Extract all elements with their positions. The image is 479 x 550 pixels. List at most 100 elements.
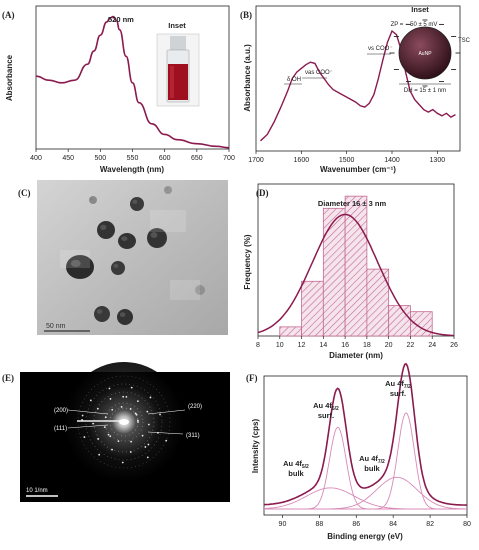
x-a-tick-label: 650 (191, 155, 203, 162)
x-a-tick-label: 500 (94, 155, 106, 162)
diffraction-spot (117, 440, 120, 443)
tem-particle-highlight (165, 187, 169, 190)
diffraction-spot (97, 438, 100, 440)
diffraction-spot (146, 456, 149, 459)
plot-frame-b (255, 5, 461, 152)
diffraction-spot (109, 398, 112, 400)
vial-reflection (170, 66, 174, 98)
diffraction-spot (130, 386, 133, 389)
x-b-tick-label: 1600 (294, 157, 310, 164)
xps-peak-sublabel: bulk (288, 469, 304, 478)
tem-particle (97, 221, 115, 239)
histogram-bar (322, 207, 346, 337)
ring-pointer-111 (67, 424, 109, 429)
panel-d: (D) 8 10 12 14 16 18 20 22 24 26 Diameter 16 ± 3 … (243, 183, 458, 360)
diffraction-ring (77, 375, 171, 469)
diameter-annotation: Diameter 16 ± 3 nm (318, 199, 387, 208)
ring-label-111: (111) (54, 426, 67, 432)
panel-c: (C) 50 nm (18, 180, 228, 335)
gaussian-fit (257, 213, 455, 337)
vial-neck (170, 36, 186, 50)
tem-particle (111, 261, 125, 275)
plot-frame-f (263, 375, 468, 516)
central-beam (119, 419, 129, 425)
diffraction-spot (111, 448, 113, 451)
diffraction-spot (134, 412, 137, 415)
tem-particle-highlight (150, 232, 158, 238)
x-f-tick-label: 84 (389, 521, 397, 528)
diffraction-spot (81, 414, 84, 417)
x-d-tick-label: 16 (341, 342, 349, 349)
x-b-tick-label: 1400 (384, 157, 400, 164)
y-axis-title-b: Absorbance (a.u.) (243, 44, 252, 112)
panel-b: (B) 1700 1600 1500 1400 1300 Wavenumber (cm⁻… (240, 5, 471, 174)
diffraction-spot (149, 396, 152, 399)
tem-particle-highlight (196, 287, 201, 290)
x-d-tick-label: 14 (319, 342, 327, 349)
xps-component-curve (264, 476, 467, 510)
diffraction-spot (137, 419, 139, 422)
tem-film-patch (150, 210, 186, 232)
x-f-tick-label: 86 (352, 521, 360, 528)
tem-particle-highlight (96, 309, 103, 314)
x-d-tick-label: 8 (256, 342, 260, 349)
diffraction-spot (146, 410, 149, 413)
tem-particle-highlight (100, 224, 107, 230)
nanoparticle-inset: Inset ZP = − 50 ± 5 mV AuNP TSC DH = 15 … (389, 5, 471, 94)
histogram-bar (279, 326, 302, 337)
diffraction-scale-label: 10 1/nm (26, 488, 48, 494)
ring-pointer-200 (67, 409, 109, 415)
x-d-tick-label: 18 (363, 342, 371, 349)
histogram-bar (301, 280, 324, 337)
x-d-tick-label: 12 (298, 342, 306, 349)
diffraction-spot (135, 413, 138, 416)
diffraction-ring (85, 383, 163, 461)
tem-particle (89, 196, 97, 204)
xps-peak-label: Au 4f7/2 (359, 454, 385, 465)
tem-particle (118, 233, 136, 249)
panel-a: (A) 400 450 500 550 600 650 700 520 nm Wavelen… (2, 5, 235, 174)
band-label-oh: δ OH (287, 77, 301, 83)
panel-label-b: (B) (240, 10, 252, 20)
absorbance-curve (35, 15, 230, 149)
inset-zeta-potential: ZP = − 50 ± 5 mV (391, 22, 438, 28)
xps-peak-sublabel: bulk (364, 464, 380, 473)
particle-label: AuNP (418, 51, 432, 57)
x-f-tick-label: 88 (315, 521, 323, 528)
diffraction-spot (147, 443, 150, 446)
diffraction-spot (109, 435, 112, 438)
diffraction-spot (144, 446, 147, 448)
ftir-spectrum (260, 29, 456, 142)
x-axis-title-a: Wavelength (nm) (100, 165, 164, 174)
tem-particle (117, 309, 133, 325)
diffraction-spot (141, 434, 144, 437)
x-f-tick-label: 80 (463, 521, 471, 528)
y-axis-title-a: Absorbance (5, 54, 14, 101)
x-a-tick-label: 700 (223, 155, 235, 162)
x-d-tick-label: 20 (385, 342, 393, 349)
x-f-tick-label: 90 (279, 521, 287, 528)
x-b-tick-label: 1300 (430, 157, 446, 164)
x-d-tick-label: 22 (407, 342, 415, 349)
xps-curves (263, 362, 467, 510)
y-axis-title-d: Frequency (%) (243, 234, 252, 289)
panel-label-e: (E) (2, 373, 14, 383)
gold-nanoparticle (398, 26, 452, 80)
diffraction-spot (103, 426, 106, 428)
diffraction-spot (108, 387, 111, 390)
diffraction-spot (147, 423, 150, 426)
x-d-tick-label: 10 (276, 342, 284, 349)
ring-label-311: (311) (186, 433, 200, 439)
y-axis-title-f: Intensity (cps) (251, 419, 260, 474)
panel-e: (E) (200) (220) (111) (311) 10 1/nm (2, 362, 230, 502)
diffraction-spot (137, 421, 139, 423)
histogram-bars (279, 195, 433, 337)
diffraction-spot (104, 416, 107, 419)
x-b-tick-label: 1500 (339, 157, 355, 164)
diffraction-spot (121, 461, 124, 464)
histogram-bar (344, 195, 368, 337)
tem-film-patch (60, 250, 90, 268)
xps-peak-sublabel: surf. (318, 411, 334, 420)
panel-label-f: (F) (246, 373, 258, 383)
